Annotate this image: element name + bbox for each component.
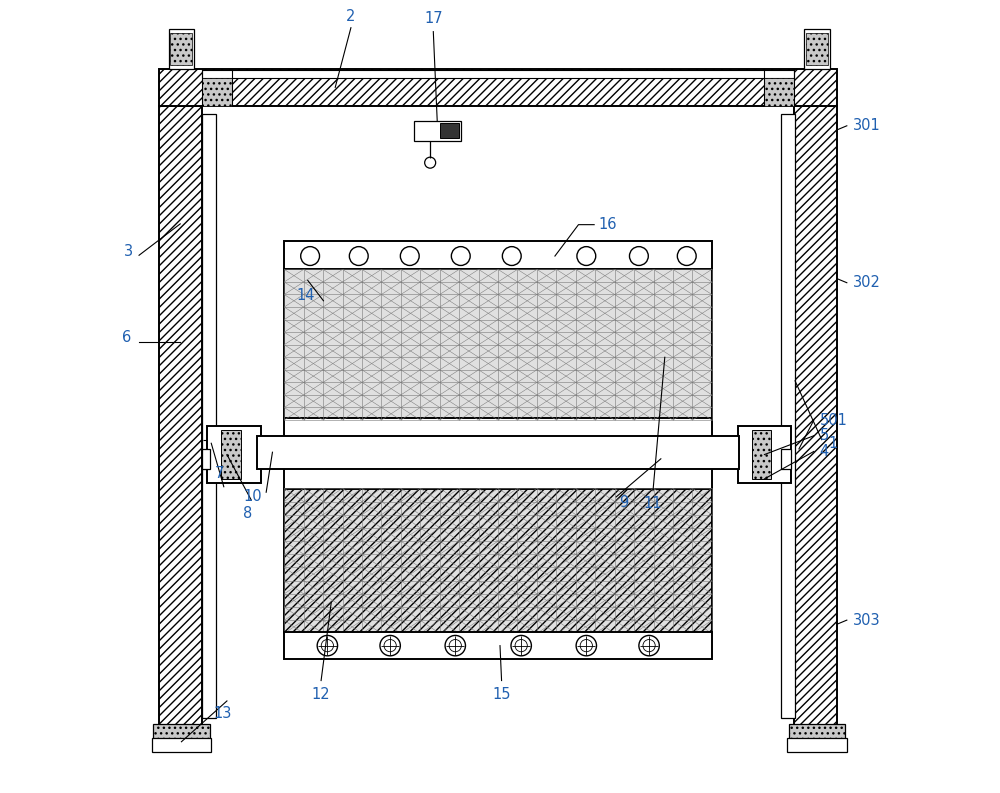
Text: 6: 6	[122, 330, 131, 345]
Bar	[202, 70, 794, 78]
Circle shape	[449, 639, 461, 652]
Circle shape	[629, 247, 648, 266]
Bar	[221, 431, 241, 479]
Bar	[789, 724, 845, 749]
Bar	[202, 449, 210, 469]
Bar	[284, 270, 712, 420]
Text: 11: 11	[644, 496, 662, 511]
Bar	[284, 488, 712, 634]
Bar	[752, 431, 771, 479]
Text: 13: 13	[214, 707, 232, 722]
Circle shape	[317, 635, 338, 656]
Circle shape	[577, 247, 596, 266]
Text: 3: 3	[124, 243, 133, 259]
Bar	[284, 467, 712, 489]
Bar	[804, 29, 830, 68]
Bar	[781, 114, 795, 718]
Circle shape	[576, 635, 597, 656]
Text: 15: 15	[492, 687, 511, 702]
Circle shape	[511, 635, 531, 656]
Text: 303: 303	[853, 613, 881, 627]
Bar	[202, 114, 216, 718]
Text: 501: 501	[819, 412, 847, 427]
Bar	[257, 435, 739, 469]
Bar	[787, 737, 847, 752]
Circle shape	[400, 247, 419, 266]
Circle shape	[639, 635, 659, 656]
Bar	[153, 724, 210, 749]
Bar	[169, 29, 194, 68]
Text: 5: 5	[819, 428, 829, 443]
Text: 302: 302	[853, 275, 881, 290]
Text: 8: 8	[243, 507, 252, 521]
Bar	[152, 737, 211, 752]
Circle shape	[349, 247, 368, 266]
Text: 14: 14	[296, 288, 315, 303]
Text: 4: 4	[819, 444, 829, 459]
Bar	[284, 419, 712, 438]
Text: 12: 12	[312, 687, 330, 702]
Circle shape	[445, 635, 465, 656]
Circle shape	[515, 639, 527, 652]
Bar	[159, 68, 837, 106]
Bar	[764, 78, 794, 106]
Bar	[806, 33, 828, 64]
Circle shape	[580, 639, 592, 652]
Bar	[440, 124, 459, 138]
Text: 7: 7	[215, 466, 225, 481]
Text: 2: 2	[346, 9, 356, 24]
Circle shape	[502, 247, 521, 266]
Circle shape	[301, 247, 320, 266]
Bar	[794, 106, 837, 726]
Bar	[414, 121, 461, 140]
Bar	[207, 427, 261, 483]
Text: 16: 16	[598, 217, 617, 232]
Text: 1: 1	[828, 436, 837, 451]
Circle shape	[677, 247, 696, 266]
Bar	[284, 241, 712, 271]
Text: 10: 10	[244, 489, 262, 504]
Text: 9: 9	[619, 495, 629, 510]
Text: 301: 301	[853, 118, 881, 133]
Circle shape	[321, 639, 333, 652]
Circle shape	[380, 635, 400, 656]
Bar	[159, 106, 202, 726]
Bar	[738, 427, 791, 483]
Bar	[170, 33, 192, 64]
Bar	[781, 449, 791, 469]
Circle shape	[643, 639, 655, 652]
Text: 17: 17	[424, 11, 443, 26]
Bar	[284, 632, 712, 659]
Circle shape	[384, 639, 396, 652]
Bar	[202, 78, 232, 106]
Circle shape	[451, 247, 470, 266]
